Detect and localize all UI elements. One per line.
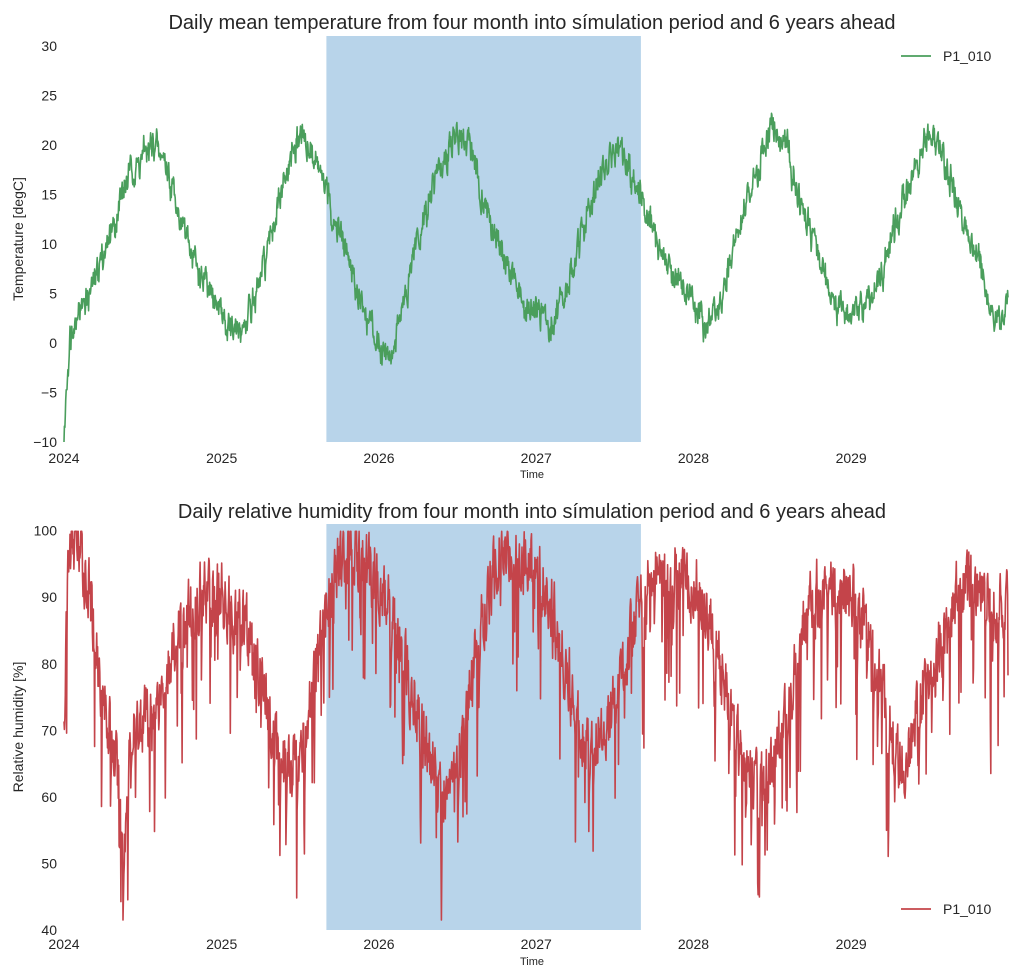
chart-title: Daily relative humidity from four month … <box>178 501 886 523</box>
series-line-P1_010 <box>63 530 1009 921</box>
y-tick-label: 0 <box>49 335 57 351</box>
x-axis-label: Time <box>520 469 544 481</box>
y-tick-label: 15 <box>41 186 57 202</box>
y-tick-label: 70 <box>41 722 57 738</box>
y-tick-label: 90 <box>41 589 57 605</box>
y-axis-label: Temperature [degC] <box>10 177 26 301</box>
humidity-chart: Daily relative humidity from four month … <box>10 501 1009 967</box>
temperature-chart: Daily mean temperature from four month i… <box>10 12 1009 481</box>
series-line-P1_010 <box>63 112 1009 443</box>
y-tick-label: 5 <box>49 285 57 301</box>
x-tick-label: 2025 <box>206 450 237 466</box>
x-tick-label: 2024 <box>48 450 79 466</box>
legend-label: P1_010 <box>943 901 991 917</box>
x-tick-label: 2027 <box>521 450 552 466</box>
y-axis-label: Relative humidity [%] <box>10 662 26 793</box>
y-tick-label: 100 <box>34 523 58 539</box>
y-tick-label: 60 <box>41 789 57 805</box>
y-tick-label: −5 <box>41 384 57 400</box>
y-tick-label: 40 <box>41 922 57 938</box>
legend: P1_010 <box>901 48 991 64</box>
y-tick-label: 10 <box>41 236 57 252</box>
legend-label: P1_010 <box>943 48 991 64</box>
x-tick-label: 2024 <box>48 936 79 952</box>
x-tick-label: 2025 <box>206 936 237 952</box>
x-tick-label: 2028 <box>678 450 709 466</box>
x-axis-label: Time <box>520 956 544 967</box>
y-tick-label: 25 <box>41 87 57 103</box>
y-tick-label: −10 <box>33 434 57 450</box>
x-tick-label: 2026 <box>363 936 394 952</box>
shaded-period <box>326 36 641 442</box>
x-tick-label: 2026 <box>363 450 394 466</box>
x-tick-label: 2029 <box>836 936 867 952</box>
y-tick-label: 30 <box>41 38 57 54</box>
x-tick-label: 2029 <box>836 450 867 466</box>
y-tick-label: 20 <box>41 137 57 153</box>
legend: P1_010 <box>901 901 991 917</box>
x-tick-label: 2028 <box>678 936 709 952</box>
y-tick-label: 80 <box>41 656 57 672</box>
y-tick-label: 50 <box>41 855 57 871</box>
x-tick-label: 2027 <box>521 936 552 952</box>
chart-title: Daily mean temperature from four month i… <box>168 12 895 34</box>
